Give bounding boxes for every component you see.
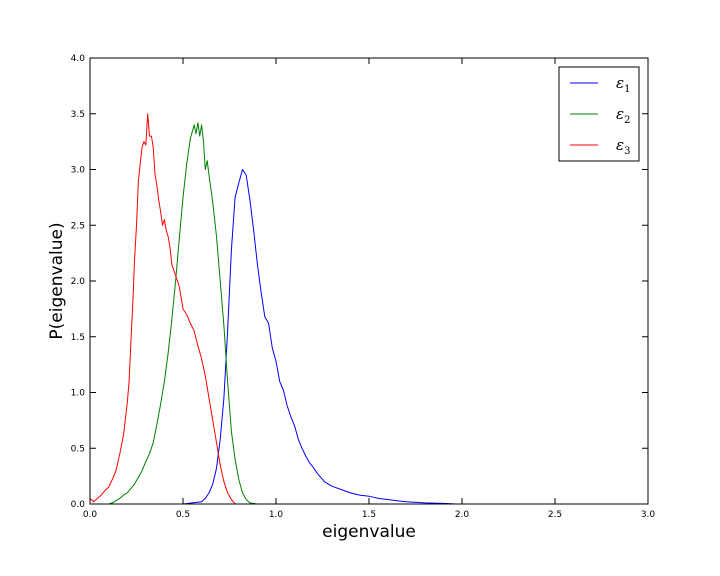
x-tick-label: 1.0 bbox=[269, 510, 284, 520]
y-tick-label: 2.0 bbox=[71, 277, 86, 287]
y-tick-label: 4.0 bbox=[71, 54, 86, 64]
x-tick-label: 0.0 bbox=[83, 510, 98, 520]
y-tick-label: 1.5 bbox=[71, 333, 85, 343]
x-tick-label: 0.5 bbox=[176, 510, 190, 520]
series-line-1 bbox=[182, 169, 457, 504]
x-tick-label: 3.0 bbox=[641, 510, 656, 520]
x-tick-label: 2.5 bbox=[548, 510, 562, 520]
x-tick-label: 2.0 bbox=[455, 510, 470, 520]
y-tick-label: 1.0 bbox=[71, 389, 86, 399]
plot-background bbox=[90, 58, 648, 504]
y-tick-label: 3.5 bbox=[71, 110, 85, 120]
y-axis-title: P(eigenvalue) bbox=[47, 222, 67, 339]
legend-label-2: ε2 bbox=[616, 105, 630, 126]
series-line-2 bbox=[90, 122, 258, 504]
legend-label-1: ε1 bbox=[616, 74, 630, 95]
x-tick-label: 1.5 bbox=[362, 510, 376, 520]
series-layer bbox=[90, 113, 457, 504]
legend-subscript: 1 bbox=[624, 84, 630, 95]
legend-symbol: ε bbox=[616, 105, 624, 123]
ticks-layer: 0.0 0.5 1.0 1.5 2.0 2.5 3.0 0.0 0.5 1.0 1.5 2.0 2.5 3… bbox=[71, 54, 656, 520]
legend-symbol: ε bbox=[616, 136, 624, 154]
legend-subscript: 2 bbox=[624, 115, 630, 126]
y-tick-label: 0.0 bbox=[71, 500, 86, 510]
y-tick-label: 3.0 bbox=[71, 166, 86, 176]
legend-subscript: 3 bbox=[624, 146, 630, 157]
y-tick-label: 2.5 bbox=[71, 221, 85, 231]
y-tick-label: 0.5 bbox=[71, 444, 85, 454]
legend-symbol: ε bbox=[616, 74, 624, 92]
legend-label-3: ε3 bbox=[616, 136, 630, 157]
series-line-3 bbox=[90, 113, 236, 504]
x-axis-title: eigenvalue bbox=[322, 522, 416, 542]
